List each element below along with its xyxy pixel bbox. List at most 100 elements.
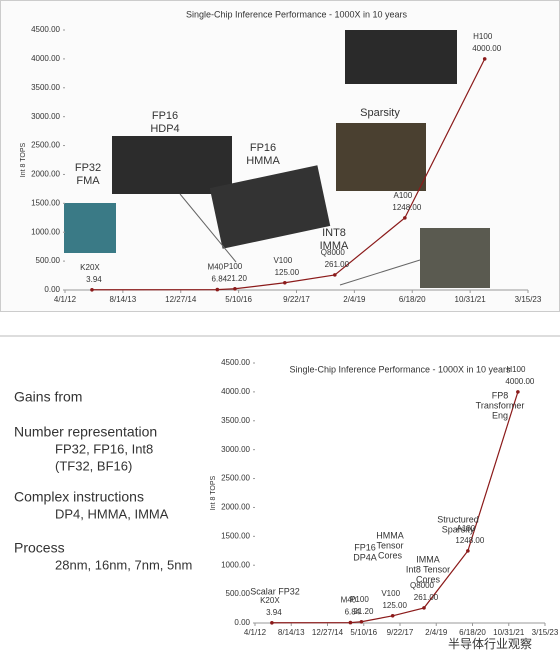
y-tick-label: 1500.00 xyxy=(31,198,60,207)
y-tick-label: 4000.00 xyxy=(31,54,60,63)
y-tick-label: 2500.00 xyxy=(221,474,250,483)
annotation: FP16 xyxy=(354,542,376,552)
annotation: Scalar FP32 xyxy=(250,586,300,596)
y-tick-label: 0.00 xyxy=(234,618,250,627)
annotation: Cores xyxy=(378,550,403,560)
annotation: Eng xyxy=(492,410,508,420)
x-tick-label: 4/1/12 xyxy=(54,295,77,304)
y-tick-label: 1500.00 xyxy=(221,531,250,540)
x-tick-label: 8/14/13 xyxy=(110,295,137,304)
point-name: P100 xyxy=(350,595,369,604)
value-label: 261.00 xyxy=(325,260,350,269)
annotation: FMA xyxy=(76,175,100,187)
y-tick-label: 4500.00 xyxy=(31,25,60,34)
side-item: (TF32, BF16) xyxy=(55,458,132,473)
value-label: 4000.00 xyxy=(472,44,501,53)
photo xyxy=(64,203,116,253)
y-tick-label: 2500.00 xyxy=(31,141,60,150)
annotation: Transformer xyxy=(476,400,525,410)
annotation: HMMA xyxy=(376,530,404,540)
y-tick-label: 3000.00 xyxy=(31,112,60,121)
value-label: 1248.00 xyxy=(455,536,484,545)
point-name: K20X xyxy=(260,596,280,605)
annotation: IMMA xyxy=(416,554,440,564)
x-tick-label: 2/4/19 xyxy=(425,628,448,637)
photo xyxy=(209,165,331,249)
side-title: Process xyxy=(14,540,65,556)
annotation: FP32 xyxy=(75,162,101,174)
value-label: 6.84 xyxy=(345,608,361,617)
value-label: 21.20 xyxy=(353,607,374,616)
annotation: Tensor xyxy=(376,540,403,550)
y-tick-label: 500.00 xyxy=(226,589,251,598)
side-item: FP32, FP16, Int8 xyxy=(55,441,153,456)
data-point xyxy=(516,390,520,394)
y-tick-label: 2000.00 xyxy=(31,170,60,179)
data-point xyxy=(466,549,470,553)
x-tick-label: 5/10/16 xyxy=(225,295,252,304)
side-item: 28nm, 16nm, 7nm, 5nm xyxy=(55,557,192,572)
point-name: A100 xyxy=(457,524,476,533)
x-tick-label: 10/31/21 xyxy=(493,628,525,637)
point-name: M40 xyxy=(208,263,224,272)
point-name: Q8000 xyxy=(410,581,435,590)
photo xyxy=(112,136,232,194)
x-tick-label: 8/14/13 xyxy=(278,628,305,637)
point-name: Q8000 xyxy=(321,248,346,257)
value-label: 21.20 xyxy=(227,274,248,283)
point-name: M40 xyxy=(341,596,357,605)
x-tick-label: 6/18/20 xyxy=(399,295,426,304)
x-tick-label: 6/18/20 xyxy=(459,628,486,637)
value-label: 125.00 xyxy=(275,268,300,277)
x-tick-label: 10/31/21 xyxy=(455,295,487,304)
y-tick-label: 1000.00 xyxy=(31,227,60,236)
y-tick-label: 3000.00 xyxy=(221,445,250,454)
point-name: H100 xyxy=(473,32,493,41)
data-point xyxy=(422,606,426,610)
y-tick-label: 4000.00 xyxy=(221,387,250,396)
y-tick-label: 4500.00 xyxy=(221,358,250,367)
value-label: 1248.00 xyxy=(392,203,421,212)
point-name: V100 xyxy=(273,256,292,265)
point-name: K20X xyxy=(80,263,100,272)
annotation: FP16 xyxy=(152,110,178,122)
data-point xyxy=(283,280,287,285)
side-heading: Gains from xyxy=(14,389,82,405)
photo xyxy=(345,30,457,84)
data-point xyxy=(390,613,395,618)
connector xyxy=(339,259,421,286)
data-point xyxy=(90,287,94,292)
annotation: Sparsity xyxy=(442,524,475,534)
data-point xyxy=(359,619,364,624)
annotation: Int8 Tensor xyxy=(406,564,450,574)
y-axis-label: Int 8 TOPS xyxy=(210,475,217,510)
annotation: HDP4 xyxy=(150,123,179,135)
photo xyxy=(336,123,426,191)
y-tick-label: 500.00 xyxy=(36,256,61,265)
point-name: V100 xyxy=(381,589,400,598)
annotation: DP4A xyxy=(353,552,377,562)
x-tick-label: 12/27/14 xyxy=(165,295,197,304)
data-point xyxy=(482,57,487,61)
annotation: INT8 xyxy=(322,227,346,239)
point-name: P100 xyxy=(224,262,243,271)
point-name: A100 xyxy=(393,191,412,200)
y-tick-label: 1000.00 xyxy=(221,560,250,569)
annotation: FP8 xyxy=(492,390,509,400)
side-item: DP4, HMMA, IMMA xyxy=(55,506,169,521)
x-tick-label: 3/15/23 xyxy=(532,628,559,637)
x-tick-label: 4/1/12 xyxy=(244,628,267,637)
value-label: 3.94 xyxy=(266,608,282,617)
x-tick-label: 9/22/17 xyxy=(283,295,310,304)
point-name: H100 xyxy=(506,365,526,374)
value-label: 6.84 xyxy=(212,275,228,284)
x-tick-label: 9/22/17 xyxy=(387,628,414,637)
annotation: Structured xyxy=(437,514,479,524)
photos xyxy=(64,30,490,288)
chart-title: Single-Chip Inference Performance - 1000… xyxy=(186,9,408,19)
side-title: Number representation xyxy=(14,424,157,440)
x-tick-label: 12/27/14 xyxy=(312,628,344,637)
y-tick-label: 2000.00 xyxy=(221,503,250,512)
annotation: IMMA xyxy=(320,240,349,252)
